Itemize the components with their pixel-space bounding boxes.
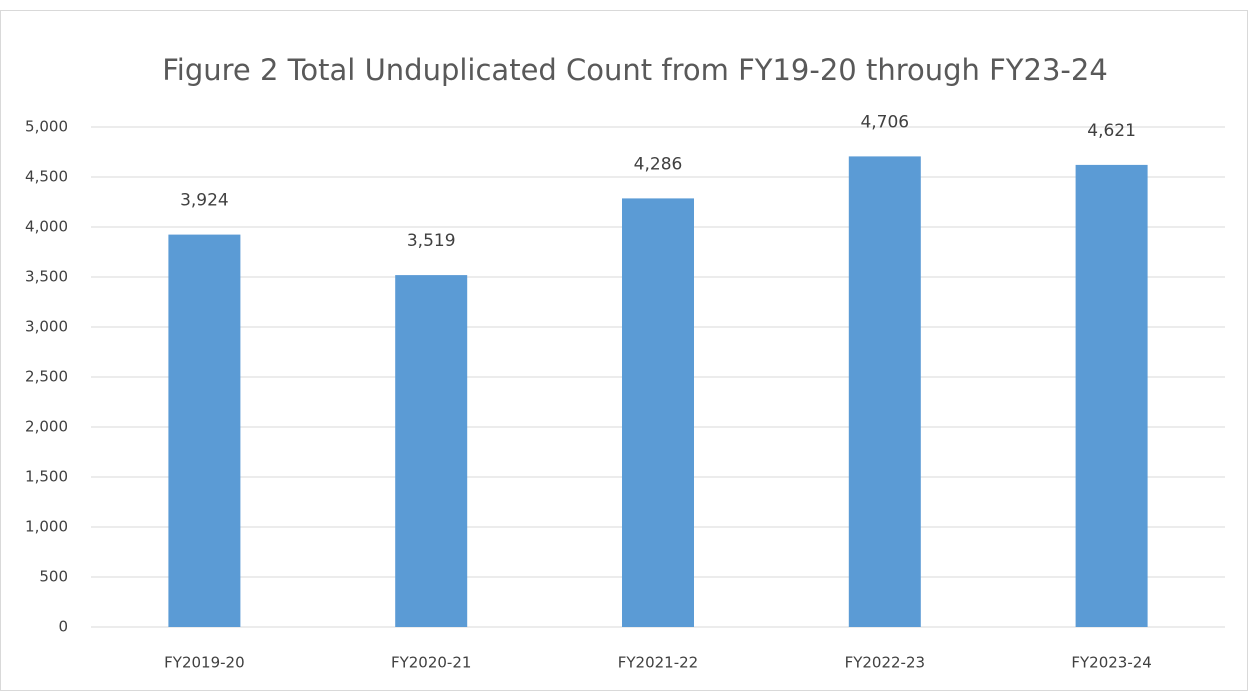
y-tick-label: 5,000 [25, 118, 68, 136]
x-tick-label: FY2020-21 [391, 654, 471, 672]
y-tick-label: 3,000 [25, 318, 68, 336]
bar [395, 275, 468, 627]
x-tick-label: FY2022-23 [845, 654, 925, 672]
data-label: 4,706 [860, 112, 909, 132]
bar [848, 156, 921, 627]
data-label: 3,924 [180, 191, 229, 211]
x-tick-label: FY2023-24 [1071, 654, 1151, 672]
y-tick-label: 1,000 [25, 518, 68, 536]
bar [168, 234, 241, 627]
y-tick-label: 2,000 [25, 418, 68, 436]
y-tick-label: 4,000 [25, 218, 68, 236]
data-label: 4,286 [634, 154, 683, 174]
x-tick-label: FY2021-22 [618, 654, 698, 672]
bar [1075, 164, 1148, 627]
data-label: 3,519 [407, 231, 456, 251]
y-tick-label: 1,500 [25, 468, 68, 486]
x-tick-label: FY2019-20 [164, 654, 244, 672]
y-tick-label: 500 [39, 568, 68, 586]
chart-title: Figure 2 Total Unduplicated Count from F… [162, 53, 1108, 87]
y-tick-label: 4,500 [25, 168, 68, 186]
y-tick-label: 3,500 [25, 268, 68, 286]
data-label: 4,621 [1087, 121, 1136, 141]
y-tick-label: 2,500 [25, 368, 68, 386]
bar [622, 198, 694, 627]
y-tick-label: 0 [58, 618, 68, 636]
